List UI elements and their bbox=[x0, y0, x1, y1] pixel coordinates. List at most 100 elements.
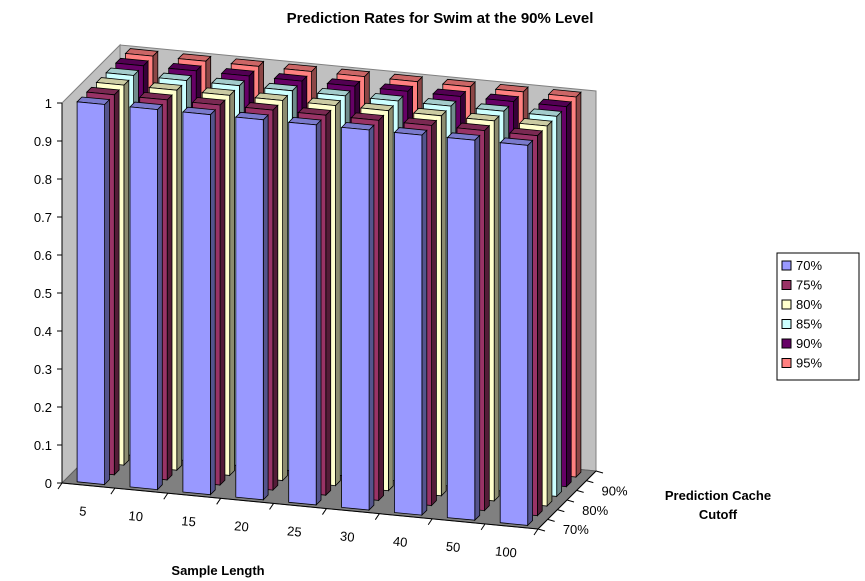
depth-tick-mark bbox=[547, 518, 555, 522]
x-tick-label: 25 bbox=[287, 523, 303, 539]
x-axis-title: Sample Length bbox=[171, 563, 264, 578]
bar-side bbox=[219, 99, 226, 486]
y-tick-label: 0.1 bbox=[34, 438, 52, 453]
bar bbox=[499, 137, 534, 527]
bar-front bbox=[446, 137, 476, 521]
bar-side bbox=[282, 94, 288, 482]
bar-front bbox=[288, 121, 317, 506]
depth-tick-mark bbox=[595, 470, 604, 474]
legend-swatch bbox=[781, 299, 792, 310]
bar-side bbox=[113, 89, 120, 476]
legend-swatch bbox=[781, 280, 792, 290]
legend-swatch bbox=[781, 338, 792, 349]
x-tick-mark bbox=[57, 482, 63, 490]
legend-label: 95% bbox=[796, 356, 822, 371]
chart-title: Prediction Rates for Swim at the 90% Lev… bbox=[287, 10, 594, 27]
bar-side bbox=[378, 114, 385, 502]
x-axis-line bbox=[61, 482, 539, 530]
bar-side bbox=[546, 120, 553, 507]
legend-swatch bbox=[781, 358, 792, 368]
x-tick-label: 30 bbox=[339, 528, 355, 544]
bars bbox=[76, 48, 582, 527]
x-tick-mark bbox=[216, 498, 222, 505]
depth-tick-label: 70% bbox=[563, 522, 589, 537]
bar-front bbox=[393, 132, 423, 516]
bar-side bbox=[176, 84, 183, 472]
depth-axis-title-line: Cutoff bbox=[699, 507, 738, 522]
x-tick-mark bbox=[110, 487, 116, 495]
bar-side bbox=[421, 129, 428, 517]
bar-front bbox=[341, 126, 370, 511]
bar bbox=[287, 116, 322, 506]
bar-side bbox=[262, 114, 269, 501]
y-tick-label: 0.3 bbox=[34, 362, 52, 377]
x-tick-label: 5 bbox=[79, 503, 88, 519]
x-tick-mark bbox=[427, 518, 433, 526]
bar-side bbox=[123, 79, 130, 467]
depth-tick-mark bbox=[576, 489, 584, 493]
bar-side bbox=[166, 94, 173, 481]
bar-side bbox=[493, 115, 500, 502]
x-tick-label: 20 bbox=[234, 518, 250, 534]
bar-front bbox=[129, 106, 158, 491]
depth-tick-mark bbox=[566, 499, 575, 503]
depth-axis-title-line: Prediction Cache bbox=[665, 488, 771, 503]
x-tick-mark bbox=[374, 513, 380, 520]
legend-label: 85% bbox=[796, 317, 822, 332]
bar bbox=[393, 127, 428, 517]
x-tick-mark bbox=[163, 492, 169, 500]
bar-side bbox=[387, 104, 394, 492]
bar-side bbox=[440, 110, 447, 497]
bar bbox=[182, 106, 217, 496]
bar-side bbox=[335, 99, 341, 487]
x-tick-mark bbox=[480, 523, 486, 531]
x-tick-label: 40 bbox=[392, 534, 408, 550]
y-tick-label: 0.8 bbox=[34, 172, 52, 187]
bar-front bbox=[182, 111, 211, 496]
bar-side bbox=[229, 89, 236, 477]
depth-tick-mark bbox=[586, 480, 594, 484]
x-tick-label: 10 bbox=[128, 508, 144, 524]
depth-axis-title: Prediction Cache Cutoff bbox=[665, 488, 771, 522]
legend-label: 80% bbox=[796, 297, 822, 312]
bar-side bbox=[315, 119, 322, 506]
bar-side bbox=[325, 109, 332, 497]
legend-label: 75% bbox=[796, 278, 822, 293]
bar-side bbox=[209, 108, 216, 496]
bar bbox=[340, 122, 375, 511]
y-tick-label: 0.5 bbox=[34, 286, 52, 301]
bar-side bbox=[575, 91, 582, 478]
legend: 70% 75% 80% 85% 90% 95% bbox=[776, 252, 860, 381]
depth-axis: 70% 80% 90% bbox=[537, 470, 628, 537]
x-tick-mark bbox=[269, 503, 274, 510]
y-tick-label: 0.4 bbox=[34, 324, 52, 339]
x-tick-label: 50 bbox=[445, 539, 461, 555]
legend-swatch bbox=[781, 319, 792, 329]
bar-front bbox=[76, 101, 105, 485]
bar bbox=[129, 101, 164, 491]
depth-tick-mark bbox=[537, 528, 546, 532]
x-axis: 5 10 15 20 25 30 40 50 100 bbox=[57, 482, 539, 560]
depth-tick-label: 80% bbox=[582, 503, 608, 518]
bar-side bbox=[556, 110, 562, 498]
bar-side bbox=[104, 98, 110, 486]
bar-front bbox=[499, 142, 529, 526]
y-axis: 0 0.1 0.2 0.3 0.4 0.5 0.6 0.7 0.8 0.9 1 bbox=[34, 96, 63, 491]
y-tick-label: 0.7 bbox=[34, 210, 52, 225]
bar-side bbox=[474, 134, 481, 522]
x-tick-mark bbox=[322, 508, 327, 515]
x-tick-mark bbox=[533, 528, 539, 536]
legend-label: 70% bbox=[796, 258, 822, 273]
bar-side bbox=[431, 119, 437, 507]
bar-side bbox=[157, 103, 163, 491]
y-tick-label: 0.2 bbox=[34, 400, 52, 415]
bar-side bbox=[527, 139, 533, 527]
x-tick-label: 15 bbox=[181, 513, 197, 529]
y-tick-label: 0 bbox=[45, 476, 52, 491]
legend-swatch bbox=[781, 260, 792, 271]
bar bbox=[446, 132, 481, 522]
bar bbox=[234, 111, 269, 501]
bar-side bbox=[368, 124, 375, 511]
bar-side bbox=[272, 104, 279, 492]
bar-side bbox=[566, 100, 572, 488]
